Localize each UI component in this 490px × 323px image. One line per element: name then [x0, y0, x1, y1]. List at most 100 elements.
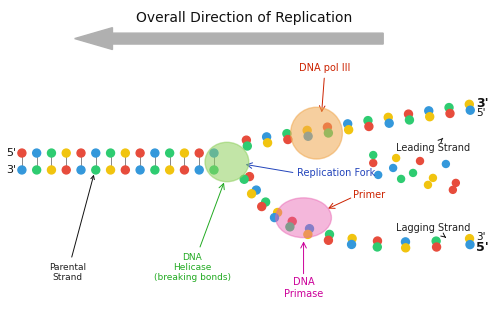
Circle shape [77, 149, 85, 157]
Circle shape [402, 244, 410, 252]
Circle shape [252, 186, 260, 194]
Circle shape [347, 241, 356, 248]
Circle shape [433, 243, 441, 251]
Text: Primer: Primer [353, 190, 386, 200]
Circle shape [426, 113, 434, 121]
Circle shape [270, 214, 278, 222]
Text: 5': 5' [476, 108, 485, 118]
Circle shape [18, 166, 26, 174]
Circle shape [384, 113, 392, 121]
Circle shape [304, 132, 312, 140]
Circle shape [283, 130, 291, 138]
Circle shape [405, 116, 414, 124]
Circle shape [166, 166, 173, 174]
Text: Replication Fork: Replication Fork [296, 168, 375, 178]
Circle shape [92, 149, 100, 157]
Circle shape [385, 119, 393, 127]
Circle shape [258, 203, 266, 211]
Circle shape [348, 234, 356, 243]
Circle shape [410, 170, 416, 176]
Circle shape [48, 149, 55, 157]
Circle shape [466, 235, 473, 243]
Circle shape [288, 217, 296, 225]
Circle shape [136, 149, 144, 157]
Circle shape [397, 175, 405, 182]
Text: DNA
Primase: DNA Primase [284, 277, 323, 299]
Circle shape [373, 237, 381, 245]
Circle shape [106, 149, 115, 157]
Circle shape [304, 230, 312, 238]
Circle shape [375, 172, 382, 178]
Circle shape [432, 237, 440, 245]
Ellipse shape [205, 142, 249, 182]
Circle shape [33, 166, 41, 174]
Circle shape [62, 166, 70, 174]
Circle shape [284, 136, 292, 143]
Text: DNA pol III: DNA pol III [298, 63, 350, 73]
Text: Leading Strand: Leading Strand [396, 138, 470, 153]
Circle shape [264, 139, 271, 147]
Circle shape [195, 166, 203, 174]
Circle shape [18, 149, 26, 157]
Circle shape [442, 161, 449, 167]
Circle shape [344, 126, 353, 134]
Circle shape [452, 179, 459, 186]
Circle shape [263, 133, 270, 141]
Circle shape [243, 136, 250, 144]
Circle shape [424, 182, 432, 188]
Circle shape [364, 117, 372, 125]
Text: Overall Direction of Replication: Overall Direction of Replication [136, 11, 352, 25]
Circle shape [122, 166, 129, 174]
Circle shape [33, 149, 41, 157]
Circle shape [365, 122, 373, 130]
Circle shape [122, 149, 129, 157]
Circle shape [247, 190, 256, 198]
Text: DNA
Helicase
(breaking bonds): DNA Helicase (breaking bonds) [153, 253, 231, 282]
Circle shape [245, 172, 253, 181]
Circle shape [466, 100, 473, 108]
Circle shape [244, 142, 251, 150]
Circle shape [92, 166, 100, 174]
Circle shape [262, 198, 270, 206]
Circle shape [449, 186, 456, 193]
Circle shape [446, 109, 454, 118]
Circle shape [466, 106, 474, 114]
FancyArrow shape [74, 28, 383, 49]
Circle shape [77, 166, 85, 174]
Circle shape [370, 151, 377, 159]
Circle shape [195, 149, 203, 157]
Circle shape [323, 123, 331, 131]
Ellipse shape [276, 198, 331, 238]
Circle shape [466, 241, 474, 249]
Circle shape [429, 174, 437, 182]
Circle shape [392, 154, 400, 162]
Circle shape [445, 104, 453, 111]
Circle shape [180, 149, 189, 157]
Circle shape [240, 175, 248, 183]
Circle shape [210, 166, 218, 174]
Circle shape [405, 110, 413, 118]
Circle shape [48, 166, 55, 174]
Circle shape [210, 149, 218, 157]
Circle shape [425, 107, 433, 115]
Text: 5': 5' [476, 241, 489, 254]
Circle shape [136, 166, 144, 174]
Circle shape [416, 158, 423, 164]
Text: 3': 3' [476, 232, 485, 242]
Circle shape [306, 225, 314, 233]
Text: 3': 3' [6, 165, 16, 175]
Text: Parental
Strand: Parental Strand [49, 176, 95, 282]
Circle shape [324, 236, 332, 244]
Circle shape [303, 126, 311, 134]
Circle shape [180, 166, 189, 174]
Circle shape [401, 238, 410, 246]
Circle shape [324, 129, 332, 137]
Circle shape [343, 120, 352, 128]
Circle shape [166, 149, 173, 157]
Text: 5': 5' [6, 148, 16, 158]
Circle shape [390, 164, 396, 172]
Circle shape [325, 230, 334, 238]
Circle shape [273, 209, 282, 216]
Text: Lagging Strand: Lagging Strand [396, 223, 470, 237]
Circle shape [286, 223, 294, 231]
